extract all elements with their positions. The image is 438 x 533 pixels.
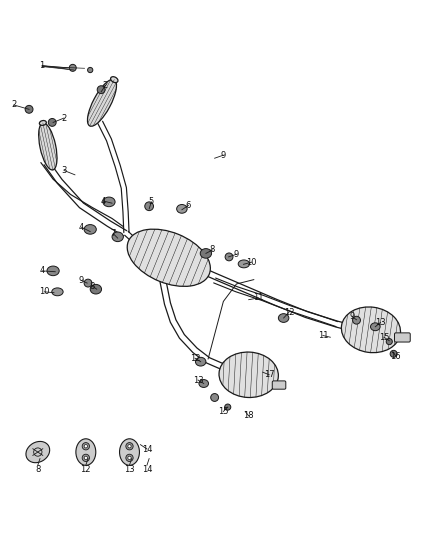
Text: 5: 5 bbox=[148, 197, 154, 206]
Text: 6: 6 bbox=[186, 201, 191, 210]
Text: 14: 14 bbox=[142, 465, 152, 474]
Text: 8: 8 bbox=[210, 245, 215, 254]
Circle shape bbox=[25, 106, 33, 113]
Circle shape bbox=[126, 454, 133, 462]
Ellipse shape bbox=[371, 323, 380, 330]
Text: 7: 7 bbox=[111, 229, 116, 238]
Text: 4: 4 bbox=[39, 266, 45, 276]
Ellipse shape bbox=[200, 248, 212, 258]
Text: 8: 8 bbox=[35, 465, 40, 474]
Ellipse shape bbox=[195, 357, 206, 366]
Text: 9: 9 bbox=[221, 151, 226, 160]
Text: 11: 11 bbox=[318, 331, 328, 340]
Circle shape bbox=[126, 442, 133, 450]
Circle shape bbox=[386, 338, 392, 345]
Circle shape bbox=[88, 67, 93, 72]
Ellipse shape bbox=[47, 266, 59, 276]
Circle shape bbox=[97, 86, 105, 94]
Ellipse shape bbox=[111, 77, 118, 83]
Circle shape bbox=[48, 118, 56, 126]
FancyBboxPatch shape bbox=[272, 381, 286, 389]
Text: 15: 15 bbox=[218, 407, 229, 416]
Text: 13: 13 bbox=[124, 465, 135, 474]
Text: 12: 12 bbox=[190, 354, 200, 362]
Ellipse shape bbox=[199, 379, 208, 387]
Ellipse shape bbox=[90, 285, 102, 294]
Text: 12: 12 bbox=[81, 465, 91, 474]
Ellipse shape bbox=[39, 120, 46, 125]
Text: 17: 17 bbox=[264, 370, 275, 379]
Ellipse shape bbox=[76, 439, 96, 465]
FancyBboxPatch shape bbox=[395, 333, 410, 342]
Circle shape bbox=[82, 442, 89, 450]
Ellipse shape bbox=[279, 313, 289, 322]
Text: 4: 4 bbox=[101, 197, 106, 206]
Text: 9: 9 bbox=[350, 312, 355, 321]
Ellipse shape bbox=[52, 288, 63, 296]
Circle shape bbox=[145, 202, 153, 211]
Text: 2: 2 bbox=[61, 114, 67, 123]
Ellipse shape bbox=[112, 232, 124, 241]
Text: 11: 11 bbox=[253, 294, 264, 302]
Text: 4: 4 bbox=[79, 223, 84, 232]
Text: 14: 14 bbox=[142, 445, 152, 454]
Text: 16: 16 bbox=[391, 351, 401, 360]
Text: 2: 2 bbox=[11, 100, 16, 109]
Ellipse shape bbox=[39, 123, 57, 170]
Text: 10: 10 bbox=[247, 257, 257, 266]
Ellipse shape bbox=[26, 441, 49, 463]
Circle shape bbox=[84, 445, 88, 448]
Text: 13: 13 bbox=[193, 376, 203, 384]
Text: 1: 1 bbox=[39, 61, 45, 70]
Circle shape bbox=[353, 316, 360, 324]
Text: 10: 10 bbox=[39, 287, 49, 296]
Ellipse shape bbox=[177, 205, 187, 213]
Circle shape bbox=[84, 279, 92, 287]
Ellipse shape bbox=[120, 439, 139, 465]
Circle shape bbox=[225, 404, 231, 410]
Text: 18: 18 bbox=[244, 411, 254, 421]
Circle shape bbox=[128, 445, 131, 448]
Circle shape bbox=[225, 253, 233, 261]
Circle shape bbox=[82, 454, 89, 462]
Ellipse shape bbox=[238, 260, 250, 268]
Text: 2: 2 bbox=[103, 81, 108, 90]
Circle shape bbox=[84, 456, 88, 459]
Text: 13: 13 bbox=[375, 318, 386, 327]
Text: 15: 15 bbox=[379, 333, 389, 342]
Text: 12: 12 bbox=[284, 308, 294, 317]
Ellipse shape bbox=[219, 352, 279, 398]
Text: 9: 9 bbox=[79, 276, 84, 285]
Text: 9: 9 bbox=[234, 250, 239, 259]
Circle shape bbox=[211, 393, 219, 401]
Ellipse shape bbox=[127, 229, 210, 286]
Circle shape bbox=[128, 456, 131, 459]
Ellipse shape bbox=[84, 224, 96, 234]
Ellipse shape bbox=[103, 197, 115, 207]
Text: 8: 8 bbox=[90, 281, 95, 290]
Text: 3: 3 bbox=[61, 166, 67, 175]
Ellipse shape bbox=[341, 307, 400, 353]
Circle shape bbox=[390, 350, 397, 357]
Ellipse shape bbox=[88, 79, 117, 126]
Circle shape bbox=[69, 64, 76, 71]
